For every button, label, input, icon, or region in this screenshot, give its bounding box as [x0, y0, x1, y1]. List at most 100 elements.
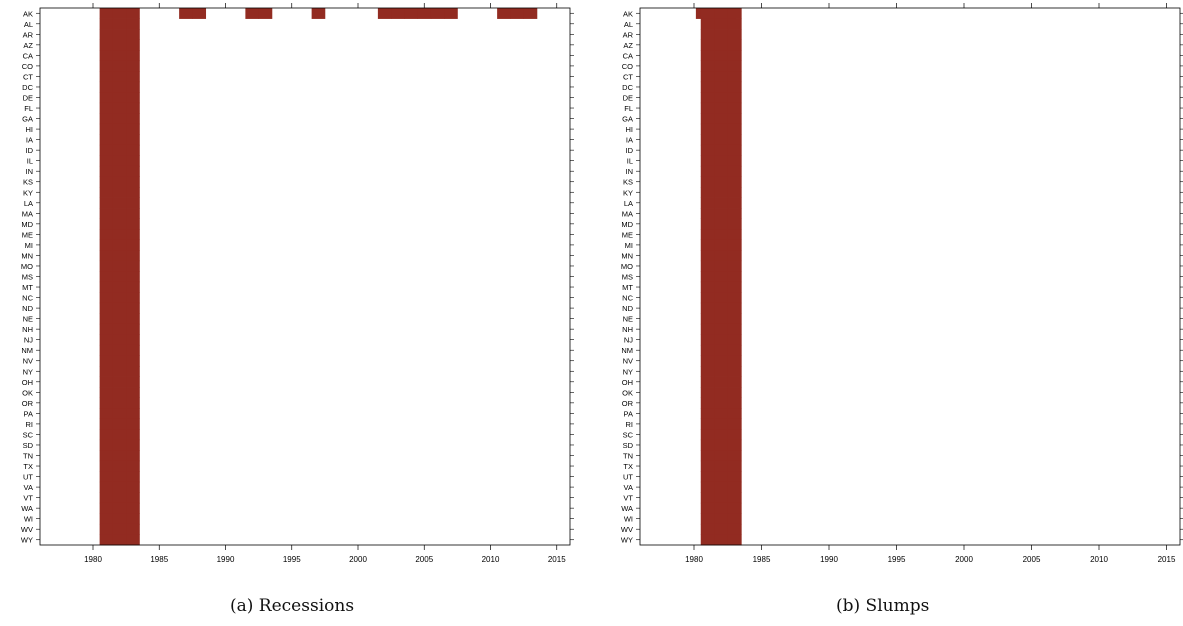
heatmap-cell [99, 208, 114, 219]
heatmap-cell [126, 271, 140, 283]
heatmap-cell [727, 60, 742, 72]
plot-frame [639, 7, 1181, 546]
y-tick-label: IL [27, 157, 33, 166]
heatmap-cell [126, 313, 140, 325]
heatmap-cell [714, 439, 729, 451]
y-tick-label: KS [623, 178, 633, 187]
heatmap-cell [700, 187, 715, 198]
heatmap-cell [112, 176, 127, 188]
heatmap-cell [112, 8, 127, 19]
heatmap-cell [714, 429, 729, 441]
heatmap-cell [112, 81, 127, 93]
heatmap-cell [727, 92, 742, 104]
caption-recessions: (a) Recessions [230, 596, 355, 616]
heatmap-cell [700, 250, 715, 262]
heatmap-cell [99, 260, 114, 272]
heatmap-cell [700, 323, 715, 335]
y-tick-label: WI [24, 515, 33, 524]
y-tick-label: MS [22, 273, 33, 282]
heatmap-cell [714, 144, 729, 156]
heatmap-cell [700, 92, 715, 104]
heatmap-cell [714, 239, 729, 251]
heatmap-cell [727, 439, 742, 451]
heatmap-cell [99, 397, 114, 409]
heatmap-cell [727, 250, 742, 262]
y-tick-label: TX [623, 462, 633, 471]
heatmap-cell [714, 29, 729, 40]
heatmap-cell [727, 355, 742, 367]
x-tick-label: 1990 [217, 555, 235, 564]
heatmap-cell [700, 460, 715, 472]
heatmap-cell [727, 29, 742, 40]
heatmap-cell [727, 534, 742, 546]
heatmap-cell [700, 239, 715, 251]
heatmap-cell [126, 165, 140, 177]
heatmap-cell [99, 344, 114, 356]
y-tick-label: NM [21, 346, 33, 355]
heatmap-cell [714, 176, 729, 188]
heatmap-cell [714, 92, 729, 104]
heatmap-cell [99, 92, 114, 104]
y-tick-label: WA [21, 504, 33, 513]
heatmap-cell [727, 81, 742, 93]
heatmap-cell [510, 8, 525, 19]
heatmap-cell [192, 8, 207, 19]
heatmap-cell [99, 408, 114, 420]
y-tick-label: DE [23, 94, 33, 103]
heatmap-cell [99, 71, 114, 83]
y-tick-label: AL [624, 20, 633, 29]
heatmap-cell [727, 292, 742, 304]
heatmap-cell [99, 155, 114, 167]
heatmap-cell [727, 18, 742, 30]
y-tick-label: MI [625, 241, 633, 250]
heatmap-cell [727, 271, 742, 283]
heatmap-cell [714, 197, 729, 209]
heatmap-cell [714, 450, 729, 462]
y-tick-label: PA [24, 409, 33, 418]
y-tick-label: AR [23, 30, 34, 39]
heatmap-cell [700, 355, 715, 367]
heatmap-cell [112, 313, 127, 325]
heatmap-cell [112, 144, 127, 156]
heatmap-cell [99, 471, 114, 483]
heatmap-cell [99, 281, 114, 293]
heatmap-cell [727, 113, 742, 125]
y-tick-label: ND [22, 304, 33, 313]
heatmap-cell [99, 29, 114, 40]
heatmap-cell [126, 102, 140, 114]
heatmap-cell [126, 523, 140, 535]
heatmap-cell [727, 71, 742, 83]
heatmap-cell [112, 71, 127, 83]
heatmap-cell [112, 481, 127, 493]
heatmap-cell [112, 492, 127, 504]
heatmap-cell [700, 439, 715, 451]
y-tick-label: NH [22, 325, 33, 334]
heatmap-cell [112, 397, 127, 409]
heatmap-cell [727, 218, 742, 230]
y-tick-label: ID [26, 146, 34, 155]
y-tick-label: MD [621, 220, 633, 229]
heatmap-cell [112, 271, 127, 283]
heatmap-cell [99, 134, 114, 146]
heatmap-cell [700, 376, 715, 388]
heatmap-cell [112, 366, 127, 377]
heatmap-cell [126, 397, 140, 409]
heatmap-cell [727, 39, 742, 51]
heatmap-cell [99, 218, 114, 230]
y-tick-label: NC [22, 294, 33, 303]
heatmap-cell [714, 155, 729, 167]
y-tick-label: SC [623, 430, 634, 439]
heatmap-cell [126, 250, 140, 262]
heatmap-cell [112, 387, 127, 398]
heatmap-cell [714, 292, 729, 304]
heatmap-cell [700, 81, 715, 93]
heatmap-cell [714, 18, 729, 30]
heatmap-cell [727, 197, 742, 209]
heatmap-cell [714, 229, 729, 241]
x-tick-label: 1990 [820, 555, 838, 564]
y-tick-label: MO [21, 262, 33, 271]
heatmap-cell [700, 418, 715, 430]
heatmap-cell [99, 18, 114, 30]
heatmap-cell [714, 355, 729, 367]
heatmap-cell [727, 229, 742, 241]
